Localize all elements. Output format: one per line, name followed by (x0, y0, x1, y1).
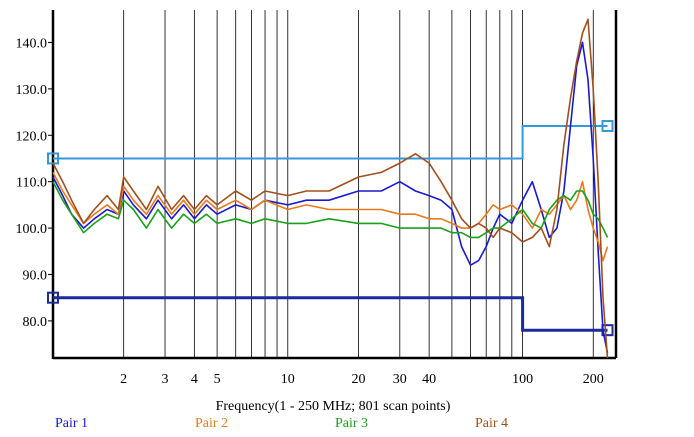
x-tick-label: 3 (162, 372, 169, 387)
y-tick-label: 130.0 (16, 83, 48, 98)
series-line (52, 18, 609, 359)
series-line (52, 41, 609, 354)
limit-line (53, 296, 608, 332)
x-tick-label: 4 (191, 372, 198, 387)
y-tick-label: 90.0 (23, 268, 48, 283)
x-tick-label: 5 (214, 372, 221, 387)
grid (123, 10, 594, 358)
x-tick-label: 30 (393, 372, 407, 387)
limit-marker (47, 291, 59, 304)
x-tick-label: 10 (281, 372, 295, 387)
x-tick-label: 200 (583, 372, 604, 387)
limit-marker (601, 120, 614, 132)
legend-entry: Pair 4 (475, 416, 508, 431)
limit-lines (47, 120, 614, 337)
x-tick-label: 40 (422, 372, 436, 387)
tick-labels: 80.0 90.0 100.0 110.0 120.0 130.0 140.0 2 3 4 5 10 2… (16, 36, 604, 387)
legend-entry: Pair 2 (195, 416, 228, 431)
legend-entry: Pair 1 (55, 416, 88, 431)
limit-line (53, 125, 608, 160)
x-tick-label: 100 (512, 372, 533, 387)
y-tick-label: 110.0 (16, 176, 47, 191)
legend: Pair 1 Pair 2 Pair 3 Pair 4 (55, 416, 508, 431)
y-tick-label: 120.0 (16, 129, 48, 144)
series-line (52, 181, 609, 239)
y-tick-label: 140.0 (16, 36, 48, 51)
x-axis-label: Frequency(1 - 250 MHz; 801 scan points) (216, 399, 451, 414)
legend-entry: Pair 3 (335, 416, 368, 431)
x-tick-label: 2 (120, 372, 127, 387)
y-tick-label: 80.0 (23, 315, 48, 330)
series-lines (52, 18, 609, 359)
x-tick-label: 20 (351, 372, 365, 387)
series-line (52, 172, 609, 262)
y-tick-label: 100.0 (16, 222, 48, 237)
axes (48, 10, 618, 360)
